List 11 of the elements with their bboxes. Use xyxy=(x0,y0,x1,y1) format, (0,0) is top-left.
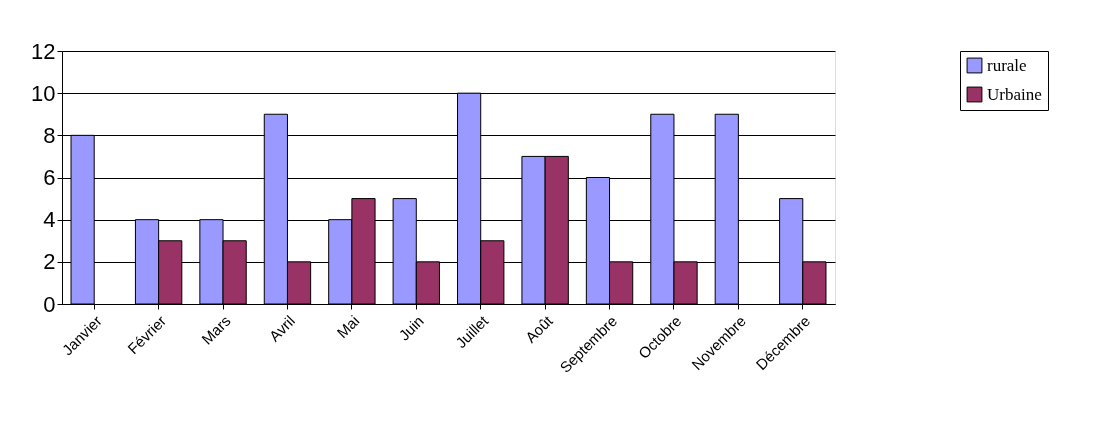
x-tick-label: Mai xyxy=(333,312,363,342)
y-tick-label: 0 xyxy=(43,291,56,317)
y-tick-label: 4 xyxy=(43,207,56,233)
y-tick-label: 2 xyxy=(43,249,56,275)
x-tick-label: Juin xyxy=(395,312,427,344)
y-tick-label: 8 xyxy=(43,122,56,148)
legend-label: rurale xyxy=(987,55,1027,75)
y-tick-label: 12 xyxy=(31,38,56,64)
legend-label: Urbaine xyxy=(987,84,1042,104)
y-tick-label: 6 xyxy=(43,165,56,190)
y-tick-label: 10 xyxy=(31,80,56,106)
